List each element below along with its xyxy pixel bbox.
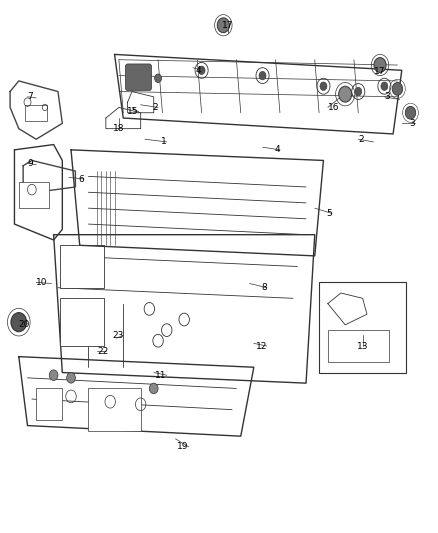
Text: 5: 5: [326, 209, 332, 218]
Text: 17: 17: [374, 67, 386, 76]
Text: 16: 16: [328, 103, 339, 112]
Circle shape: [149, 383, 158, 394]
Circle shape: [217, 18, 230, 33]
Bar: [88, 389, 141, 431]
Circle shape: [67, 373, 75, 383]
Bar: [328, 330, 389, 362]
Circle shape: [339, 86, 352, 102]
Circle shape: [392, 83, 403, 95]
Bar: [25, 105, 47, 120]
Text: 2: 2: [152, 103, 158, 112]
Text: 1: 1: [161, 138, 167, 147]
Bar: [19, 182, 49, 208]
Text: 19: 19: [177, 442, 188, 451]
Circle shape: [198, 66, 205, 75]
Bar: [60, 298, 104, 346]
Text: 12: 12: [255, 342, 267, 351]
Circle shape: [11, 313, 27, 332]
Bar: [319, 282, 406, 373]
Text: 23: 23: [112, 331, 123, 340]
Circle shape: [374, 58, 386, 72]
Text: 6: 6: [78, 174, 84, 183]
Circle shape: [49, 370, 58, 381]
Text: 4: 4: [274, 146, 280, 155]
Circle shape: [155, 74, 162, 83]
Text: 17: 17: [222, 21, 233, 30]
Text: 11: 11: [155, 370, 167, 379]
Text: 4: 4: [196, 66, 201, 75]
Text: 13: 13: [357, 342, 368, 351]
Text: 2: 2: [358, 135, 364, 144]
Circle shape: [381, 82, 388, 91]
Text: 18: 18: [113, 124, 125, 133]
Bar: [60, 245, 104, 288]
Text: 3: 3: [385, 92, 390, 101]
Text: 22: 22: [97, 347, 108, 356]
Text: 10: 10: [36, 278, 48, 287]
Circle shape: [259, 71, 266, 80]
Text: 20: 20: [19, 320, 30, 329]
Text: 7: 7: [28, 92, 33, 101]
Text: 15: 15: [127, 107, 138, 116]
Circle shape: [405, 107, 416, 119]
Text: 3: 3: [409, 119, 415, 128]
Text: 8: 8: [261, 283, 267, 292]
Bar: [36, 389, 62, 420]
Circle shape: [355, 87, 362, 96]
Circle shape: [320, 82, 327, 91]
Text: 9: 9: [28, 159, 33, 167]
FancyBboxPatch shape: [125, 64, 152, 91]
